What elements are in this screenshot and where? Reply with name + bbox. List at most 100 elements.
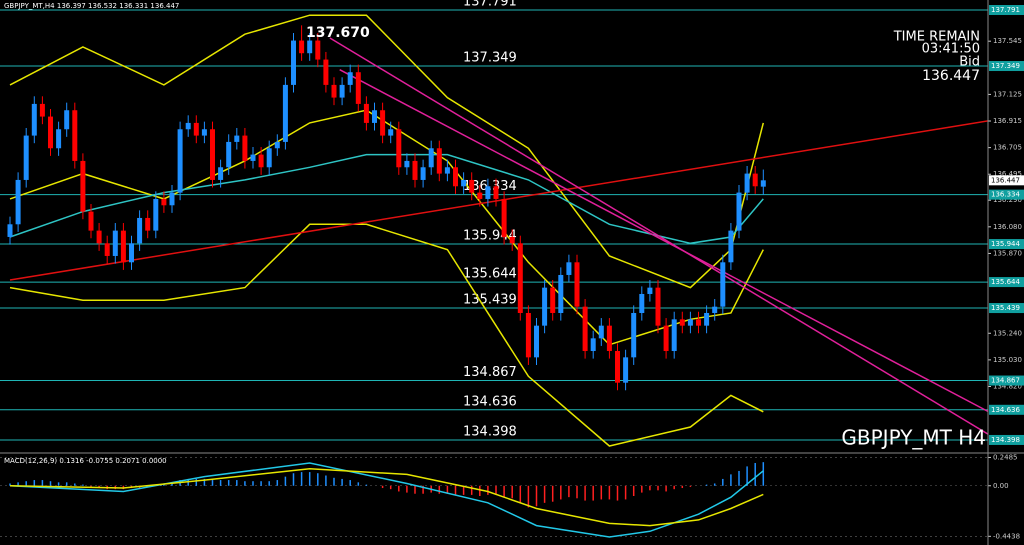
candle-body	[258, 154, 264, 168]
level-tag	[989, 277, 1024, 288]
candle-body	[550, 287, 556, 313]
level-label: 137.349	[463, 51, 517, 66]
level-tag	[989, 375, 1024, 386]
y-tick-label: 135.870	[993, 249, 1022, 257]
candle-body	[363, 103, 369, 123]
indicator-line	[9, 467, 764, 527]
level-tag-label: 134.398	[991, 436, 1020, 444]
candle-body	[39, 103, 45, 117]
candle-body	[291, 40, 296, 85]
candle-body	[96, 230, 102, 244]
candle-body	[469, 179, 475, 193]
y-tick-label: 136.290	[993, 196, 1022, 204]
level-label: 134.867	[463, 365, 517, 380]
ohlc-high: 136.532	[88, 2, 117, 10]
candle-body	[88, 211, 94, 231]
level-tag	[989, 189, 1024, 200]
macd-readout: 0.0000	[142, 457, 167, 465]
macd-header: MACD(12,26,9) 0.1316 -0.0755 0.2071 0.00…	[4, 457, 167, 465]
candle-body	[234, 135, 240, 142]
candle-body	[461, 179, 467, 187]
candle-body	[153, 198, 159, 231]
candle-body	[226, 141, 232, 168]
candle-body	[736, 192, 742, 231]
candle-body	[161, 198, 167, 206]
macd-readout: 0.2071	[115, 457, 140, 465]
bid-tag-label: 136.447	[991, 176, 1020, 184]
candle-body	[218, 167, 224, 180]
candle-body	[728, 230, 734, 263]
candle-body	[606, 325, 612, 352]
level-tag	[989, 239, 1024, 250]
candle-body	[80, 160, 86, 212]
candle-body	[534, 325, 539, 358]
macd-readout: 0.1316	[59, 457, 84, 465]
level-tag-label: 135.439	[991, 304, 1020, 312]
candle-body	[250, 154, 256, 161]
candle-body	[64, 110, 70, 130]
candle-body	[598, 325, 604, 339]
candle-body	[752, 173, 758, 187]
y-tick-label: 136.915	[993, 117, 1022, 125]
candle-body	[193, 122, 199, 136]
info-label: TIME REMAIN	[893, 30, 980, 45]
y-tick-label: 136.495	[993, 170, 1022, 178]
level-tag-label: 135.644	[991, 278, 1020, 286]
level-tag-label: 137.791	[991, 6, 1020, 14]
level-tag-label: 137.349	[991, 62, 1020, 70]
peak-label: 137.670	[306, 25, 370, 41]
symbol: GBPJPY_MT,H4	[4, 2, 55, 10]
candle-body	[501, 198, 507, 237]
candle-body	[525, 312, 531, 358]
candle-body	[380, 110, 386, 136]
info-bid: Bid	[959, 55, 980, 70]
level-tag	[989, 434, 1024, 445]
candle-body	[744, 173, 750, 193]
candle-body	[453, 167, 458, 187]
candle-body	[428, 148, 434, 168]
level-tag-label: 134.636	[991, 406, 1020, 414]
candle-body	[412, 160, 418, 180]
candle-body	[315, 40, 321, 60]
candle-body	[112, 230, 118, 256]
candle-body	[31, 103, 37, 136]
indicator-line	[9, 109, 764, 346]
candle-body	[517, 243, 523, 313]
y-tick-label: 135.030	[993, 356, 1022, 364]
value-axis: 137.545 137.125 136.915 136.705 136.495 136.2…	[988, 5, 1024, 540]
candle-body	[388, 129, 394, 136]
indicator-line	[9, 462, 764, 538]
candle-body	[307, 40, 313, 54]
price-pane: 137.791137.349136.334135.944135.644135.4…	[0, 0, 988, 447]
candle-body	[623, 357, 629, 383]
macd-pane	[0, 457, 988, 538]
candle-body	[129, 243, 134, 263]
candle-body	[477, 192, 483, 199]
candle-body	[274, 141, 280, 149]
candle-body	[712, 306, 718, 313]
header: GBPJPY_MT,H4 136.397 136.532 136.331 136…	[4, 2, 179, 10]
bid-tag	[989, 175, 1024, 186]
info-bid-value: 136.447	[922, 68, 980, 84]
candle-body	[760, 180, 766, 187]
candle-body	[177, 129, 183, 193]
candle-body	[404, 160, 410, 168]
candle-body	[299, 40, 305, 54]
candle-body	[574, 262, 580, 307]
candle-body	[210, 129, 215, 180]
candle-body	[566, 262, 572, 275]
candle-body	[104, 243, 110, 256]
macd-readout: -0.0755	[86, 457, 113, 465]
candle-body	[615, 351, 620, 383]
candle-body	[48, 116, 53, 149]
level-tag-label: 135.944	[991, 240, 1020, 248]
candle-body	[266, 148, 272, 168]
candle-body	[145, 217, 151, 231]
candle-body	[339, 84, 345, 98]
macd-title: MACD(12,26,9)	[4, 457, 57, 465]
level-tag	[989, 5, 1024, 16]
candle-body	[201, 129, 207, 136]
candle-body	[704, 312, 710, 326]
level-label: 135.944	[463, 229, 517, 244]
